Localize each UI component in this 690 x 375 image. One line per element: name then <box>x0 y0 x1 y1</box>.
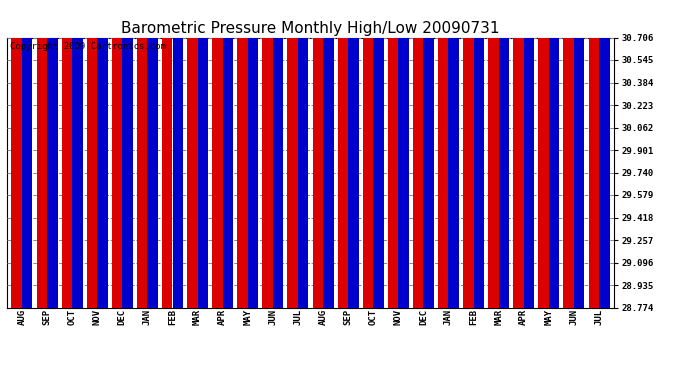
Bar <box>424 0 434 308</box>
Bar <box>97 0 108 308</box>
Bar <box>337 0 348 308</box>
Text: Copyright 2009 Cartronics.com: Copyright 2009 Cartronics.com <box>10 42 166 51</box>
Bar <box>273 0 284 308</box>
Bar <box>599 0 609 308</box>
Bar <box>549 0 560 308</box>
Bar <box>513 0 524 308</box>
Bar <box>262 0 273 308</box>
Bar <box>524 0 534 308</box>
Bar <box>388 0 398 308</box>
Bar <box>197 0 208 308</box>
Bar <box>323 0 333 308</box>
Bar <box>288 0 298 308</box>
Bar <box>589 0 599 308</box>
Bar <box>348 0 359 308</box>
Bar <box>12 0 22 308</box>
Bar <box>248 0 258 308</box>
Bar <box>488 0 499 308</box>
Bar <box>463 0 473 308</box>
Bar <box>22 0 32 308</box>
Bar <box>574 0 584 308</box>
Bar <box>298 0 308 308</box>
Bar <box>363 0 373 308</box>
Bar <box>162 0 172 308</box>
Bar <box>499 0 509 308</box>
Bar <box>373 0 384 308</box>
Bar <box>137 0 148 308</box>
Bar <box>172 0 183 308</box>
Bar <box>47 0 57 308</box>
Bar <box>237 0 248 308</box>
Bar <box>72 0 83 308</box>
Bar <box>112 0 122 308</box>
Bar <box>212 0 223 308</box>
Bar <box>398 0 409 308</box>
Bar <box>61 0 72 308</box>
Bar <box>538 0 549 308</box>
Bar <box>148 0 158 308</box>
Bar <box>187 0 197 308</box>
Bar <box>37 0 47 308</box>
Bar <box>564 0 574 308</box>
Title: Barometric Pressure Monthly High/Low 20090731: Barometric Pressure Monthly High/Low 200… <box>121 21 500 36</box>
Bar <box>122 0 133 308</box>
Bar <box>438 0 449 308</box>
Bar <box>413 0 424 308</box>
Bar <box>87 0 97 308</box>
Bar <box>448 0 459 308</box>
Bar <box>313 0 323 308</box>
Bar <box>223 0 233 308</box>
Bar <box>473 0 484 308</box>
